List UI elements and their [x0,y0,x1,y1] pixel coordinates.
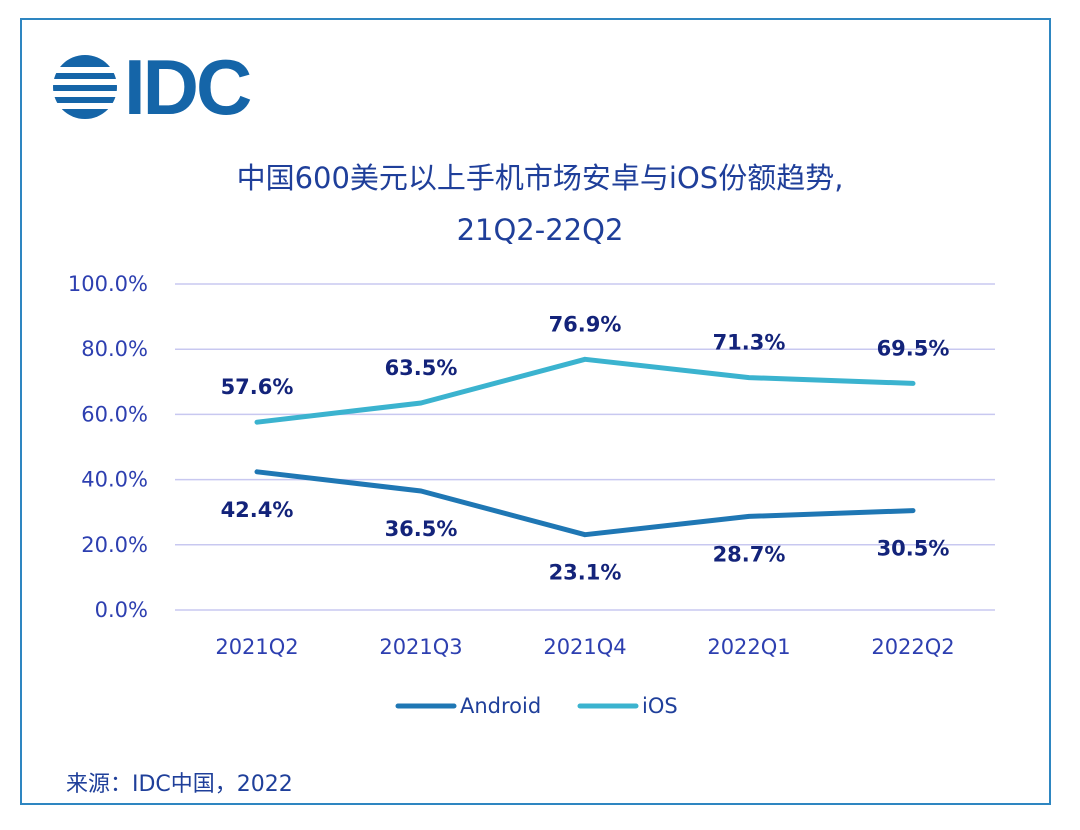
logo-text: IDC [124,43,252,131]
data-label-android: 36.5% [385,517,458,541]
data-label-android: 42.4% [221,498,294,522]
chart-subtitle: 21Q2-22Q2 [456,213,624,247]
y-tick-label: 60.0% [81,402,148,426]
legend-label-android: Android [460,694,541,718]
x-tick-label: 2022Q2 [871,635,954,659]
legend-label-ios: iOS [642,694,678,718]
x-tick-label: 2022Q1 [707,635,790,659]
x-tick-label: 2021Q4 [543,635,626,659]
y-tick-label: 20.0% [81,533,148,557]
y-tick-label: 100.0% [68,272,148,296]
x-tick-label: 2021Q3 [379,635,462,659]
y-tick-label: 0.0% [95,598,148,622]
y-tick-label: 80.0% [81,337,148,361]
data-label-android: 28.7% [713,542,786,566]
source-note: 来源：IDC中国，2022 [66,772,293,797]
idc-logo-icon [51,55,119,119]
chart-title: 中国600美元以上手机市场安卓与iOS份额趋势, [236,161,844,195]
x-tick-label: 2021Q2 [215,635,298,659]
y-tick-label: 40.0% [81,468,148,492]
series-line-ios [254,356,916,425]
series-line-android [254,469,916,538]
data-label-ios: 76.9% [549,312,622,336]
data-label-ios: 69.5% [877,336,950,360]
data-label-android: 23.1% [549,561,622,585]
data-label-android: 30.5% [877,537,950,561]
data-label-ios: 71.3% [713,331,786,355]
data-label-ios: 63.5% [385,356,458,380]
chart-frame [20,18,1051,805]
data-label-ios: 57.6% [221,375,294,399]
